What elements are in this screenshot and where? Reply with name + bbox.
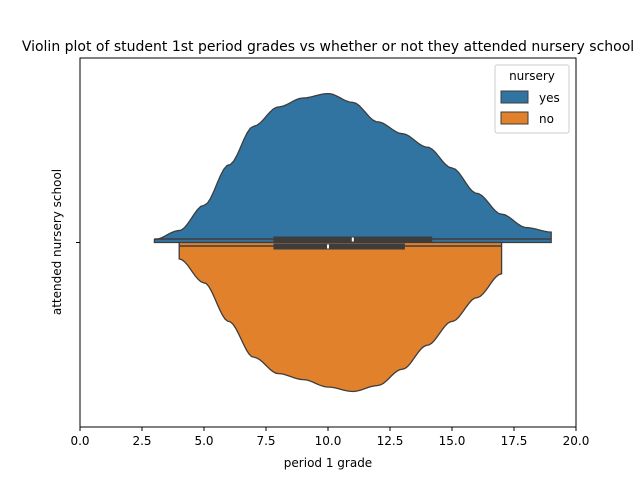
legend-label-yes: yes (539, 91, 560, 105)
y-axis-label: attended nursery school (50, 169, 64, 315)
chart-title: Violin plot of student 1st period grades… (22, 39, 634, 55)
violin-no (178, 241, 503, 393)
x-tick-label: 15.0 (439, 434, 466, 448)
legend: nursery yes no (494, 64, 570, 134)
violin-yes (153, 92, 552, 244)
legend-title: nursery (509, 69, 555, 83)
x-tick-label: 5.0 (194, 434, 213, 448)
x-tick-label: 10.0 (315, 434, 342, 448)
x-tick-label: 2.5 (132, 434, 151, 448)
x-tick-label: 20.0 (563, 434, 590, 448)
x-tick-label: 17.5 (501, 434, 528, 448)
legend-swatch-yes (500, 90, 529, 104)
median-marker-no (327, 244, 329, 249)
x-tick-label: 0.0 (70, 434, 89, 448)
x-axis: 0.0 2.5 5.0 7.5 10.0 12.5 15.0 17.5 20.0 (70, 427, 589, 448)
x-tick-label: 7.5 (256, 434, 275, 448)
legend-swatch-no (500, 111, 529, 125)
x-axis-label: period 1 grade (284, 456, 372, 470)
plot-area (153, 92, 552, 393)
iqr-box-no (273, 243, 405, 250)
x-tick-label: 12.5 (377, 434, 404, 448)
median-marker-yes (351, 237, 354, 242)
legend-label-no: no (539, 112, 554, 126)
